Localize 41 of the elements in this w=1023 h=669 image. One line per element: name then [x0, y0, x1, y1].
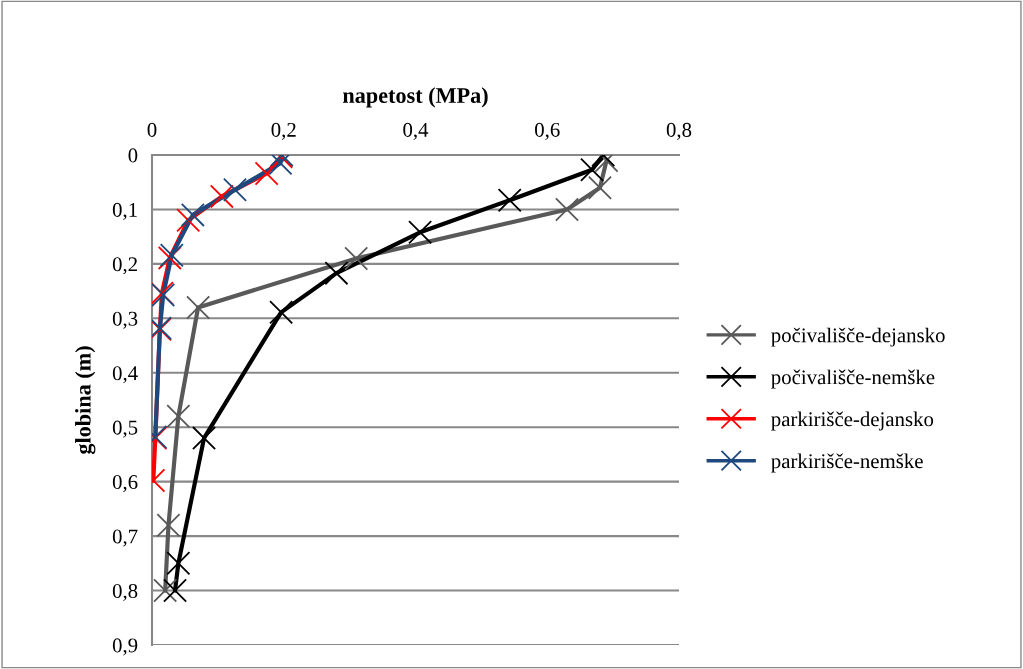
y-tick-label: 0,8: [112, 583, 138, 601]
legend-label: parkirišče-nemške: [771, 453, 923, 473]
y-tick-label: 0: [128, 148, 138, 163]
x-axis-title: napetost (MPa): [342, 87, 488, 108]
y-tick-label: 0,2: [112, 257, 137, 275]
x-tick-label: 0,4: [403, 122, 429, 140]
point: [254, 161, 279, 186]
y-tick-label: 0,7: [112, 529, 138, 547]
y-tick-label: 0,4: [112, 366, 138, 384]
point: [324, 261, 349, 286]
x-tick-label: 0,2: [271, 122, 296, 140]
legend-label: počivališče-nemške: [771, 369, 935, 389]
y-tick-label: 0,3: [112, 311, 138, 329]
point: [209, 184, 234, 209]
point: [176, 208, 201, 233]
point: [497, 188, 522, 213]
point: [587, 175, 612, 200]
x-tick-label: 0,8: [666, 122, 692, 140]
legend-label: parkirišče-dejansko: [771, 411, 934, 431]
x-tick-label: 0,6: [535, 122, 560, 140]
y-axis-title: globina (m): [75, 346, 96, 455]
point: [222, 177, 248, 202]
legend-label: počivališče-dejansko: [771, 327, 945, 347]
point: [580, 157, 605, 182]
point: [166, 404, 191, 429]
point: [156, 513, 181, 538]
point: [186, 295, 211, 320]
point: [153, 578, 178, 603]
x-tick-label: 0: [147, 122, 157, 137]
point: [163, 578, 188, 603]
point: [344, 246, 369, 271]
y-tick-label: 0,9: [112, 638, 138, 656]
y-tick-label: 0,5: [112, 420, 138, 438]
point: [180, 202, 205, 227]
point: [269, 300, 294, 325]
y-tick-label: 0,1: [112, 202, 137, 220]
point: [408, 220, 433, 245]
y-tick-label: 0,6: [112, 475, 138, 493]
point: [192, 426, 217, 451]
point: [554, 197, 580, 222]
point: [166, 551, 191, 576]
